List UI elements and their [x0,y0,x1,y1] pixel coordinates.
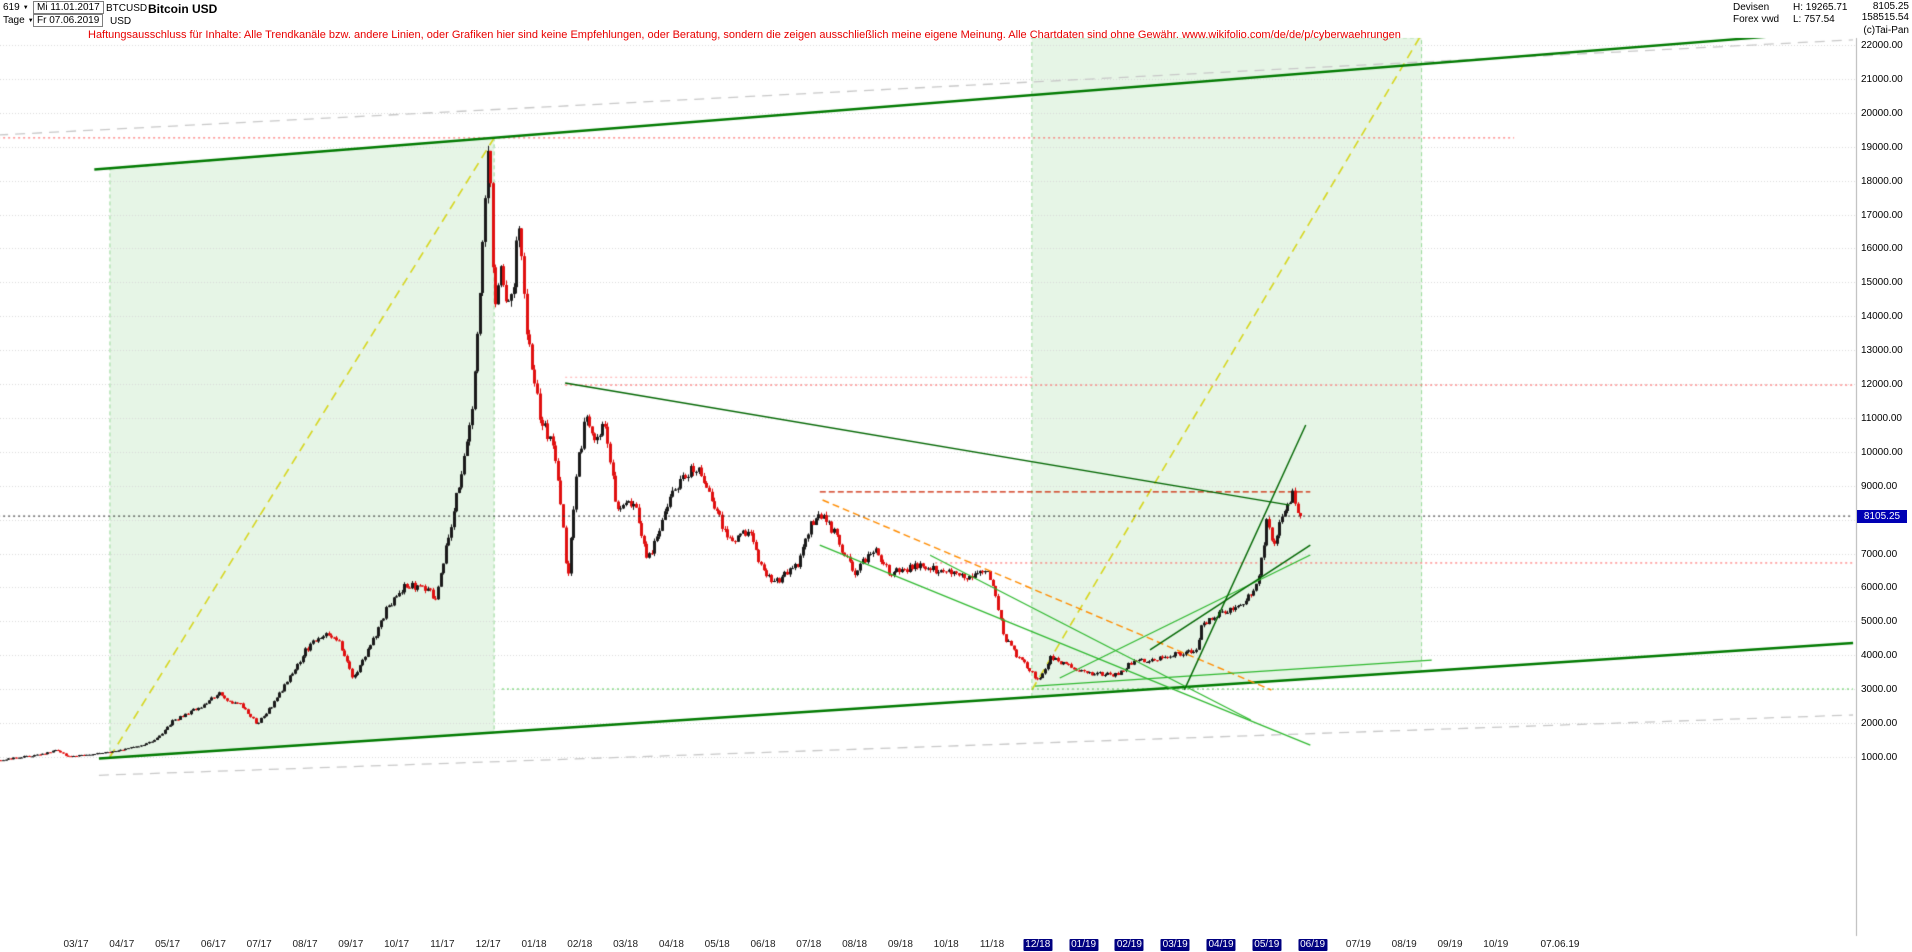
y-axis-label: 2000.00 [1861,718,1898,730]
y-axis-label: 19000.00 [1861,141,1903,153]
volume-value: 158515.54 [1861,12,1909,23]
y-axis-label: 18000.00 [1861,175,1903,187]
y-axis-label: 9000.00 [1861,480,1898,492]
x-axis-label: 03/17 [63,939,89,950]
x-axis-label: 10/18 [933,939,959,950]
high-value: H: 19265.71 [1793,2,1848,13]
start-date-field[interactable]: Mi 11.01.2017 [33,1,104,14]
x-axis-label: 06/18 [750,939,776,950]
x-axis-label: 07/18 [796,939,822,950]
x-axis-label: 08/18 [842,939,868,950]
x-axis-label-highlighted: 12/18 [1023,939,1053,951]
y-axis-label: 21000.00 [1861,73,1903,85]
x-axis-label: 07/17 [246,939,272,950]
x-axis-label: 09/19 [1437,939,1463,950]
end-date-field[interactable]: Fr 07.06.2019 [33,14,104,27]
x-axis-label: 10/19 [1483,939,1509,950]
x-axis-label: 11/17 [430,939,455,950]
last-price-tag: 8105.25 [1857,509,1907,523]
symbol-label: BTCUSD [106,3,148,14]
y-axis-label: 22000.00 [1861,40,1903,51]
y-axis-label: 11000.00 [1861,412,1902,424]
last-price-value: 8105.25 [1872,1,1909,12]
disclaimer-body: Haftungsausschluss für Inhalte: Alle Tre… [88,29,1179,41]
x-axis-label: 07/19 [1345,939,1371,950]
x-axis-label: 05/18 [704,939,730,950]
x-axis-label-highlighted: 03/19 [1160,939,1190,951]
caret-down-icon: ▼ [27,17,34,24]
x-axis-label-highlighted: 05/19 [1252,939,1282,951]
y-axis-label: 5000.00 [1861,616,1898,628]
x-axis-label: 10/17 [384,939,410,950]
x-axis-label-highlighted: 06/19 [1298,939,1328,951]
y-axis-label: 4000.00 [1861,650,1898,662]
x-axis-label: 12/17 [475,939,501,950]
y-axis-label: 1000.00 [1861,752,1898,763]
market-label: Devisen [1733,2,1770,13]
y-axis-label: 3000.00 [1861,684,1898,696]
y-axis-label: 6000.00 [1861,582,1898,594]
y-axis-label: 7000.00 [1861,548,1898,560]
x-axis-label: 08/19 [1391,939,1417,950]
y-axis-label: 12000.00 [1861,379,1903,391]
y-axis-label: 17000.00 [1861,209,1903,221]
timeframe-value: Tage [3,15,25,26]
y-axis-label: 15000.00 [1861,277,1903,289]
x-axis-label: 04/17 [109,939,135,950]
x-axis-label: 11/18 [979,939,1005,950]
last-date-label: 07.06.19 [1540,939,1580,950]
timeframe-dropdown[interactable]: Tage ▼ [3,15,34,26]
x-axis-label: 04/18 [658,939,684,950]
chart-title: Bitcoin USD [148,2,218,16]
y-axis-label: 10000.00 [1861,446,1903,458]
feed-label: Forex vwd [1733,14,1780,25]
x-axis-label: 09/17 [338,939,364,950]
bars-count-dropdown[interactable]: 619 ▼ [3,2,29,13]
x-axis-label-highlighted: 01/19 [1069,939,1099,951]
caret-down-icon: ▼ [22,4,29,11]
x-axis-label: 09/18 [887,939,913,950]
x-axis-label: 02/18 [567,939,593,950]
x-axis-label: 03/18 [613,939,639,950]
disclaimer-text: Haftungsausschluss für Inhalte: Alle Tre… [88,29,1401,41]
x-axis-label-highlighted: 02/19 [1114,939,1144,951]
disclaimer-url: www.wikifolio.com/de/de/p/cyberwaehrunge… [1181,29,1401,41]
currency-label: USD [110,16,132,27]
x-axis-label: 08/17 [292,939,318,950]
y-axis-label: 20000.00 [1861,107,1903,119]
y-axis-label: 14000.00 [1861,311,1903,323]
y-axis-label: 16000.00 [1861,243,1903,255]
taipan-copyright: (c)Tai-Pan [1863,25,1909,36]
x-axis-label: 06/17 [200,939,226,950]
low-value: L: 757.54 [1793,14,1835,25]
y-axis-label: 13000.00 [1861,345,1903,357]
x-axis-label-highlighted: 04/19 [1206,939,1236,951]
x-axis-label: 05/17 [155,939,181,950]
bars-count-value: 619 [3,2,20,13]
x-axis-label: 01/18 [521,939,547,950]
